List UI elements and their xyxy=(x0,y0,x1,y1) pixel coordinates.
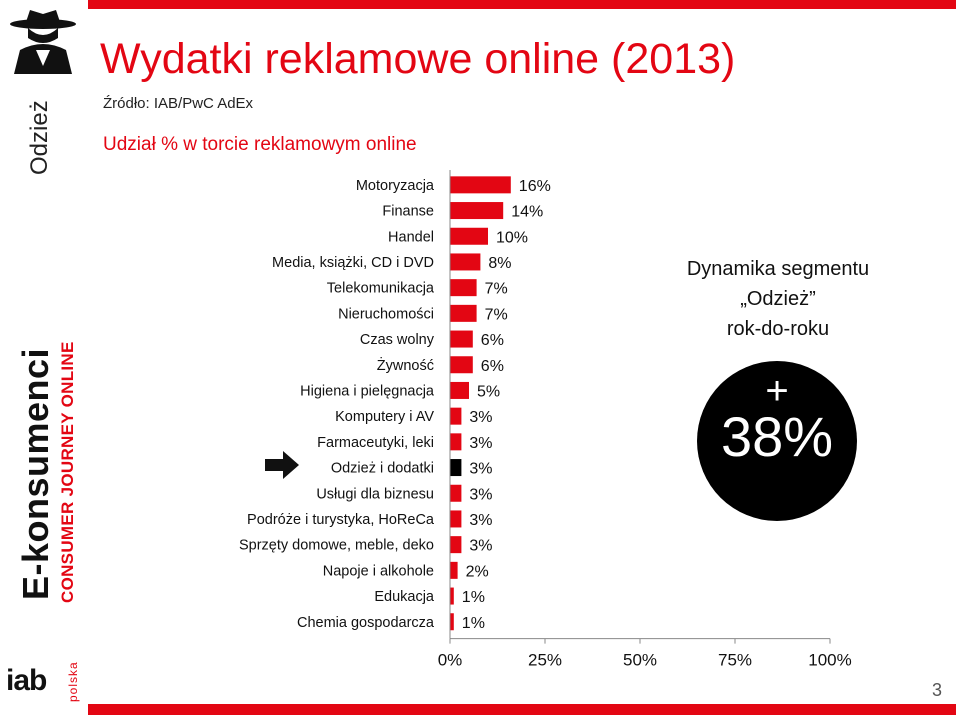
category-label: Komputery i AV xyxy=(335,409,434,425)
category-label: Usługi dla biznesu xyxy=(316,486,434,502)
bar-value-label: 5% xyxy=(477,383,500,400)
growth-sign: + xyxy=(765,369,789,413)
category-label: Sprzęty domowe, meble, deko xyxy=(239,538,434,554)
callout-line2: „Odzież” xyxy=(740,288,816,310)
bar-value-label: 3% xyxy=(469,461,492,478)
bar xyxy=(450,561,458,579)
bar-value-label: 3% xyxy=(469,435,492,452)
bar-value-label: 3% xyxy=(469,538,492,555)
growth-value: 38% xyxy=(720,405,834,468)
category-label: Czas wolny xyxy=(360,332,435,348)
bar-value-label: 3% xyxy=(469,486,492,503)
bar-value-label: 1% xyxy=(462,615,485,632)
category-label: Napoje i alkohole xyxy=(323,563,434,579)
category-label: Telekomunikacja xyxy=(327,281,435,297)
bar-value-label: 6% xyxy=(481,358,504,375)
category-label: Handel xyxy=(388,229,434,245)
category-label: Odzież i dodatki xyxy=(331,461,434,477)
bar xyxy=(450,510,462,528)
bar xyxy=(450,202,504,220)
slide-title: Wydatki reklamowe online (2013) xyxy=(100,35,736,83)
category-label: Edukacja xyxy=(374,589,435,605)
growth-badge: + 38% xyxy=(697,361,857,521)
bar-value-label: 14% xyxy=(511,204,543,221)
bar xyxy=(450,613,454,631)
top-accent-bar xyxy=(88,0,956,9)
bar-value-label: 16% xyxy=(519,178,551,195)
spy-icon xyxy=(10,10,76,74)
category-label: Żywność xyxy=(377,356,434,374)
bar xyxy=(450,253,481,271)
source-note: Źródło: IAB/PwC AdEx xyxy=(103,95,254,112)
bar xyxy=(450,330,473,348)
category-label: Media, książki, CD i DVD xyxy=(272,255,434,271)
x-tick-label: 25% xyxy=(528,651,562,670)
bar xyxy=(450,536,462,554)
bar-value-label: 6% xyxy=(481,332,504,349)
bar xyxy=(450,227,488,245)
bar-value-label: 3% xyxy=(469,512,492,529)
page-number: 3 xyxy=(932,680,943,700)
bar xyxy=(450,279,477,297)
bar-value-label: 2% xyxy=(466,563,489,580)
category-label: Podróże i turystyka, HoReCa xyxy=(247,512,435,528)
bar xyxy=(450,176,511,194)
bar-value-label: 1% xyxy=(462,589,485,606)
bar-value-label: 7% xyxy=(485,281,508,298)
bar-value-label: 3% xyxy=(469,409,492,426)
bar xyxy=(450,587,454,605)
category-label: Nieruchomości xyxy=(338,306,434,322)
bar-value-label: 8% xyxy=(488,255,511,272)
category-label: Finanse xyxy=(382,204,434,220)
bar xyxy=(450,459,462,477)
x-tick-label: 0% xyxy=(438,651,463,670)
callout-line3: rok-do-roku xyxy=(726,318,830,340)
x-tick-label: 100% xyxy=(808,651,851,670)
bar xyxy=(450,356,473,374)
bar xyxy=(450,407,462,425)
bar-value-label: 7% xyxy=(485,306,508,323)
sidebar: Odzież E-konsumenci CONSUMER JOURNEY ONL… xyxy=(0,0,88,715)
callout-line1: Dynamika segmentu xyxy=(686,258,870,280)
category-label: Higiena i pielęgnacja xyxy=(300,383,435,399)
bar xyxy=(450,484,462,502)
category-label: Chemia gospodarcza xyxy=(297,615,435,631)
bar xyxy=(450,433,462,451)
bottom-accent-bar xyxy=(88,704,956,715)
growth-callout: Dynamika segmentu „Odzież” rok-do-roku xyxy=(660,254,896,344)
bar-value-label: 10% xyxy=(496,229,528,246)
category-label: Farmaceutyki, leki xyxy=(317,435,434,451)
category-label: Motoryzacja xyxy=(356,178,435,194)
chart-subtitle: Udział % w torcie reklamowym online xyxy=(103,134,417,155)
bar xyxy=(450,381,469,399)
iab-logo: iab xyxy=(6,664,47,697)
x-tick-label: 75% xyxy=(718,651,752,670)
arrow-right-icon xyxy=(265,451,299,479)
bar xyxy=(450,304,477,322)
x-tick-label: 50% xyxy=(623,651,657,670)
